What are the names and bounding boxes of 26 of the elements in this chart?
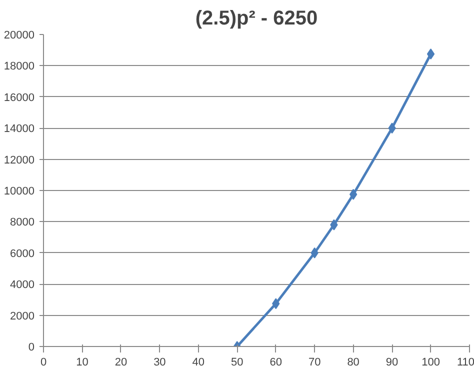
x-tick-label: 60 bbox=[270, 356, 282, 368]
y-tick-label: 18000 bbox=[4, 60, 35, 73]
y-tick-label: 4000 bbox=[10, 279, 35, 292]
y-tick-label: 8000 bbox=[10, 216, 35, 229]
y-tick-label: 20000 bbox=[4, 30, 35, 42]
y-tick-label: 16000 bbox=[4, 92, 35, 104]
y-tick-label: 6000 bbox=[10, 248, 35, 260]
x-tick-label: 10 bbox=[76, 356, 88, 368]
y-tick-label: 14000 bbox=[4, 123, 35, 136]
x-tick-label: 20 bbox=[114, 356, 128, 368]
x-tick-label: 30 bbox=[154, 356, 166, 368]
y-tick-label: 0 bbox=[28, 342, 35, 354]
point bbox=[349, 188, 358, 200]
y-tick-label: 2000 bbox=[10, 310, 35, 322]
x-tick-label: 0 bbox=[40, 356, 47, 368]
x-tick-label: 90 bbox=[386, 356, 398, 368]
x-tick-label: 50 bbox=[231, 356, 244, 368]
chart-title: (2.5)p² - 6250 bbox=[195, 8, 318, 30]
x-tick-label: 110 bbox=[456, 356, 474, 368]
x-tick-label: 70 bbox=[308, 356, 321, 368]
point bbox=[426, 48, 435, 60]
x-tick-label: 80 bbox=[347, 356, 360, 368]
x-tick-label: 40 bbox=[192, 356, 205, 368]
x-tick-label: 100 bbox=[422, 356, 440, 368]
y-tick-label: 12000 bbox=[4, 154, 35, 166]
y-tick-label: 10000 bbox=[4, 186, 35, 198]
